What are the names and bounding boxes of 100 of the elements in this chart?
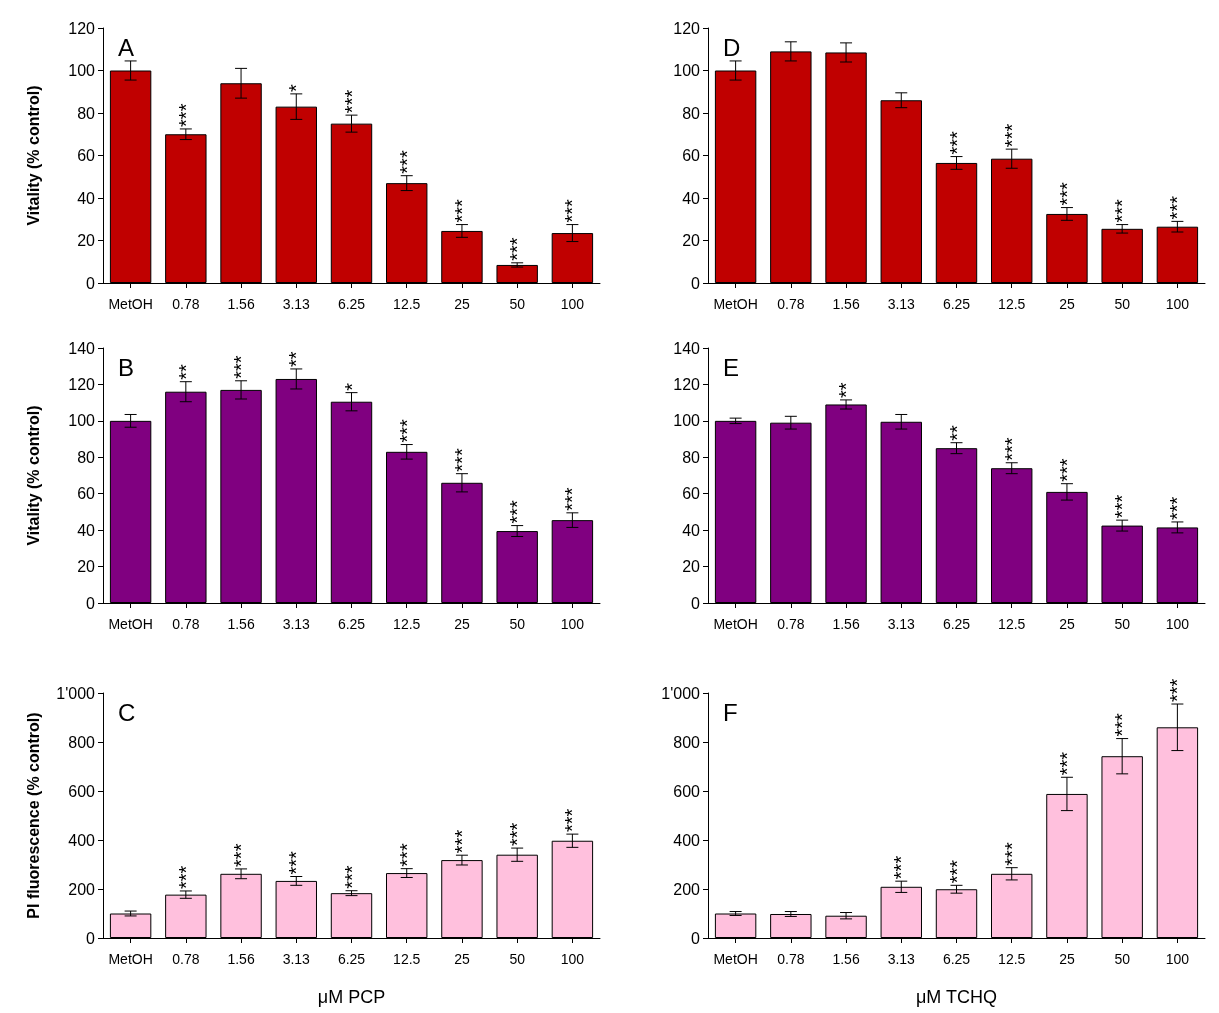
annotation: ***: [1111, 713, 1134, 737]
x-tick-label: 3.13: [887, 616, 916, 632]
y-axis-title: PI fluorescence (% control): [24, 712, 42, 919]
x-tick-label: 12.5: [998, 951, 1026, 967]
x-tick-label: 12.5: [998, 616, 1026, 632]
y-tick-label: 0: [86, 594, 96, 612]
annotation: ***: [561, 487, 584, 511]
x-tick-label: 6.25: [337, 951, 366, 967]
x-tick-label: MetOH: [713, 296, 758, 312]
annotation: ***: [395, 418, 418, 443]
x-tick-label: 50: [509, 616, 526, 632]
annotation: ***: [230, 355, 253, 379]
annotation: ***: [506, 500, 529, 524]
x-tick-label: 6.25: [942, 296, 971, 312]
y-tick-label: 0: [86, 929, 96, 947]
x-tick-label: 100: [1165, 296, 1190, 312]
annotation: ***: [561, 199, 584, 223]
x-tick-label: 6.25: [337, 296, 366, 312]
annotation: *: [285, 83, 308, 92]
y-tick-label: 120: [673, 19, 701, 37]
y-tick-label: 20: [682, 558, 701, 576]
y-tick-label: 60: [77, 147, 96, 164]
y-tick-label: 40: [682, 521, 701, 539]
y-tick-label: 20: [682, 232, 701, 249]
x-tick-label: 25: [454, 951, 470, 967]
y-tick-label: 200: [68, 880, 96, 898]
x-tick-label: 3.13: [282, 296, 311, 312]
x-axis-title: μM TCHQ: [915, 987, 998, 1007]
annotation: ***: [450, 199, 473, 223]
x-tick-label: 100: [560, 616, 585, 632]
x-tick-label: 25: [454, 296, 470, 312]
x-tick-label: 1.56: [227, 616, 255, 632]
y-tick-label: 1'000: [661, 684, 701, 702]
y-tick-label: 0: [86, 274, 96, 292]
x-tick-label: MetOH: [713, 616, 758, 632]
annotation: ***: [1166, 496, 1189, 520]
annotation: ***: [506, 237, 529, 261]
x-tick-label: 50: [509, 296, 526, 312]
x-tick-label: MetOH: [108, 616, 153, 632]
x-tick-label: 12.5: [393, 616, 421, 632]
y-tick-label: 80: [682, 448, 701, 466]
x-tick-label: 50: [1114, 951, 1131, 967]
annotation: **: [174, 363, 197, 380]
annotation: ***: [340, 865, 363, 889]
x-tick-label: 25: [1059, 616, 1075, 632]
annotation: **: [835, 382, 858, 398]
x-tick-label: 1.56: [832, 951, 860, 967]
annotation: ***: [1000, 123, 1023, 148]
y-tick-label: 1'000: [56, 684, 96, 702]
x-tick-label: 1.56: [832, 296, 860, 312]
annotation: *: [340, 382, 363, 391]
y-tick-label: 120: [673, 375, 701, 393]
y-tick-label: 80: [77, 448, 96, 466]
annotation: ***: [1055, 458, 1078, 482]
y-tick-label: 0: [691, 274, 701, 292]
annotation: ***: [1111, 494, 1134, 519]
x-tick-label: 3.13: [887, 951, 916, 967]
x-tick-label: 100: [560, 296, 585, 312]
chart-title: E: [723, 353, 740, 381]
annotation: ***: [340, 89, 363, 114]
x-tick-label: 0.78: [777, 616, 805, 632]
x-tick-label: 6.25: [337, 616, 366, 632]
annotation: **: [285, 351, 308, 367]
y-tick-label: 800: [673, 733, 701, 751]
annotation: ***: [561, 808, 584, 833]
annotation: ***: [890, 855, 913, 880]
x-tick-label: 0.78: [172, 296, 200, 312]
y-tick-label: 40: [77, 189, 96, 207]
x-tick-label: MetOH: [108, 296, 153, 312]
x-tick-label: 3.13: [887, 296, 916, 312]
chart-title: C: [118, 698, 136, 726]
annotation: ***: [1166, 195, 1189, 220]
annotation: ***: [285, 850, 308, 875]
x-tick-label: 0.78: [777, 951, 805, 967]
annotation: ***: [1055, 751, 1078, 776]
y-tick-label: 600: [673, 782, 701, 800]
chart-title: B: [118, 353, 135, 381]
y-tick-label: 140: [68, 339, 96, 357]
chart-title: A: [118, 33, 135, 61]
x-tick-label: 100: [1165, 616, 1190, 632]
annotation: ***: [1000, 437, 1023, 461]
x-axis-title: μM PCP: [317, 987, 386, 1007]
x-tick-label: 1.56: [227, 951, 255, 967]
x-tick-label: 3.13: [282, 951, 311, 967]
annotation: ***: [1111, 199, 1134, 223]
y-tick-label: 40: [682, 189, 701, 207]
annotation: ***: [1166, 678, 1189, 703]
x-tick-label: 50: [1114, 616, 1131, 632]
x-tick-label: 25: [454, 616, 470, 632]
y-axis-title: Vitality (% control): [24, 405, 42, 546]
y-tick-label: 600: [68, 782, 96, 800]
y-tick-label: 20: [77, 558, 96, 576]
x-tick-label: 6.25: [942, 951, 971, 967]
y-tick-label: 140: [673, 339, 701, 357]
annotation: ***: [395, 150, 418, 174]
y-tick-label: 120: [68, 375, 96, 393]
annotation: ***: [174, 865, 197, 889]
y-tick-label: 400: [68, 831, 96, 849]
chart-title: F: [723, 698, 738, 726]
annotation: ***: [1055, 182, 1078, 206]
